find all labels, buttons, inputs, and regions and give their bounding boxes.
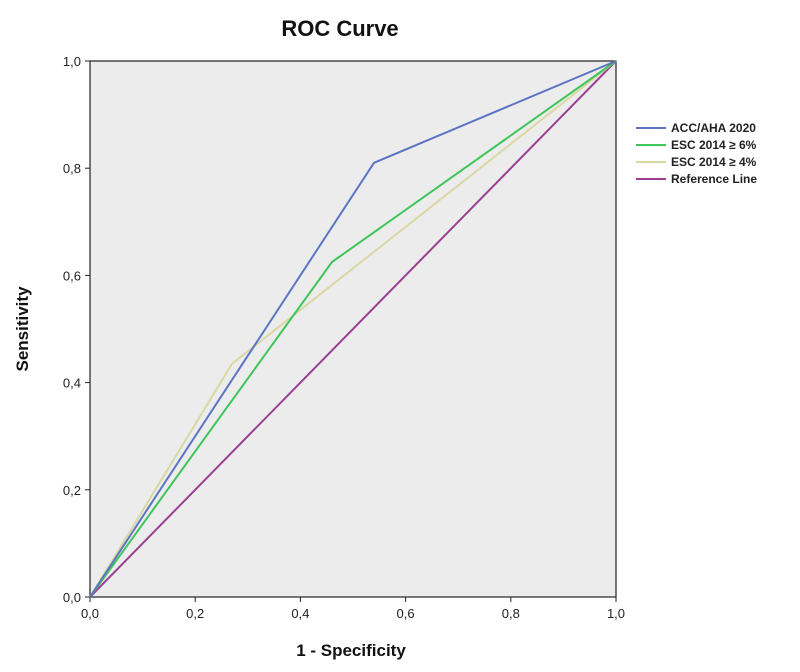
legend-entry: ACC/AHA 2020 xyxy=(671,121,756,135)
series-line-esc-2014-6 xyxy=(89,60,617,598)
y-tick-label: 0,8 xyxy=(63,161,81,176)
y-tick-label: 0,0 xyxy=(63,590,81,605)
y-tick-label: 0,6 xyxy=(63,268,81,283)
y-tick-label: 0,2 xyxy=(63,483,81,498)
x-tick-label: 0,6 xyxy=(397,606,415,621)
x-tick-label: 1,0 xyxy=(607,606,625,621)
x-tick-label: 0,8 xyxy=(502,606,520,621)
series-layer xyxy=(89,60,617,598)
x-tick-label: 0,4 xyxy=(291,606,309,621)
legend: ACC/AHA 2020 ESC 2014 ≥ 6% ESC 2014 ≥ 4% Re… xyxy=(636,121,757,186)
x-axis: 0,0 0,2 0,4 0,6 0,8 1,0 xyxy=(81,597,625,621)
x-axis-label: 1 - Specificity xyxy=(296,641,406,660)
y-axis-label: Sensitivity xyxy=(13,286,32,372)
x-tick-label: 0,0 xyxy=(81,606,99,621)
y-axis: 0,0 0,2 0,4 0,6 0,8 1,0 xyxy=(63,54,90,605)
series-line-reference-line xyxy=(89,60,617,598)
legend-entry: ESC 2014 ≥ 6% xyxy=(671,138,757,152)
legend-entry: ESC 2014 ≥ 4% xyxy=(671,155,757,169)
series-line-acc-aha-2020 xyxy=(89,60,617,598)
series-line-esc-2014-4 xyxy=(89,60,617,598)
y-tick-label: 0,4 xyxy=(63,376,81,391)
y-tick-label: 1,0 xyxy=(63,54,81,69)
chart-title: ROC Curve xyxy=(281,16,398,41)
legend-entry: Reference Line xyxy=(671,172,757,186)
x-tick-label: 0,2 xyxy=(186,606,204,621)
